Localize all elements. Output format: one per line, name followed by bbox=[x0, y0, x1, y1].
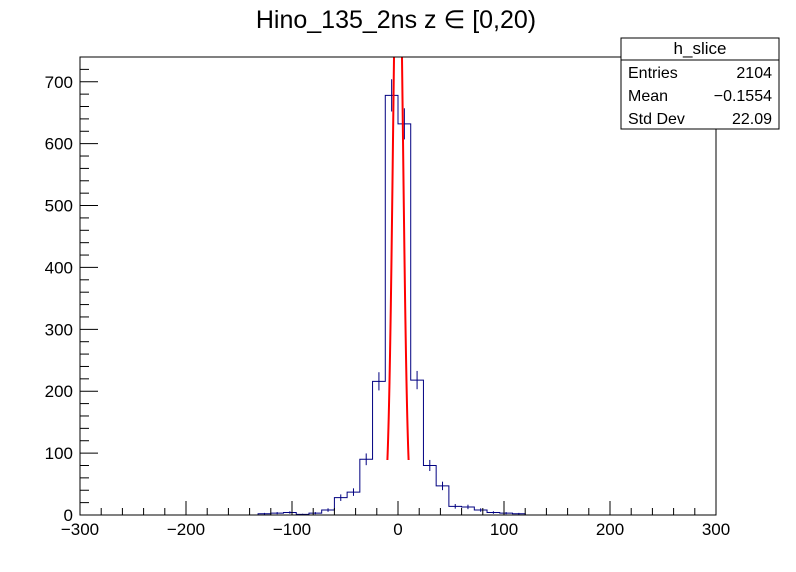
x-tick-label: 200 bbox=[596, 520, 624, 539]
axes: −300 −200 −100 0 100 200 300 0 100 200 300 400 500 60… bbox=[45, 56, 730, 539]
y-tick-label: 500 bbox=[45, 197, 73, 216]
y-tick-label: 0 bbox=[64, 506, 73, 525]
plot-area bbox=[80, 57, 716, 515]
stats-mean-value: −0.1554 bbox=[714, 88, 772, 105]
histogram-bin bbox=[360, 459, 373, 515]
stats-entries-value: 2104 bbox=[736, 65, 772, 82]
histogram-bin bbox=[436, 486, 449, 515]
x-tick-label: −200 bbox=[167, 520, 205, 539]
stats-stddev-label: Std Dev bbox=[628, 111, 685, 128]
stats-mean-label: Mean bbox=[628, 88, 668, 105]
stats-stddev-value: 22.09 bbox=[732, 111, 772, 128]
y-tick-label: 700 bbox=[45, 73, 73, 92]
y-tick-label: 200 bbox=[45, 382, 73, 401]
fit-curve bbox=[386, 57, 410, 461]
stats-box: h_slice Entries 2104 Mean −0.1554 Std De… bbox=[620, 37, 780, 130]
histogram-bin bbox=[423, 465, 436, 515]
x-tick-label: 300 bbox=[702, 520, 730, 539]
y-tick-label: 300 bbox=[45, 320, 73, 339]
x-tick-label: −100 bbox=[273, 520, 311, 539]
y-tick-label: 100 bbox=[45, 444, 73, 463]
histogram-bin bbox=[411, 380, 424, 515]
y-tick-label: 400 bbox=[45, 258, 73, 277]
x-tick-label: 100 bbox=[490, 520, 518, 539]
y-tick-label: 600 bbox=[45, 135, 73, 154]
stats-entries-label: Entries bbox=[628, 65, 678, 82]
x-tick-label: 0 bbox=[393, 520, 402, 539]
stats-box-frame bbox=[620, 37, 780, 130]
histogram-bin bbox=[373, 381, 386, 515]
x-tick-label: −300 bbox=[61, 520, 99, 539]
chart-title: Hino_135_2ns z ∈ [0,20) bbox=[256, 6, 536, 34]
stats-box-title: h_slice bbox=[674, 39, 727, 58]
